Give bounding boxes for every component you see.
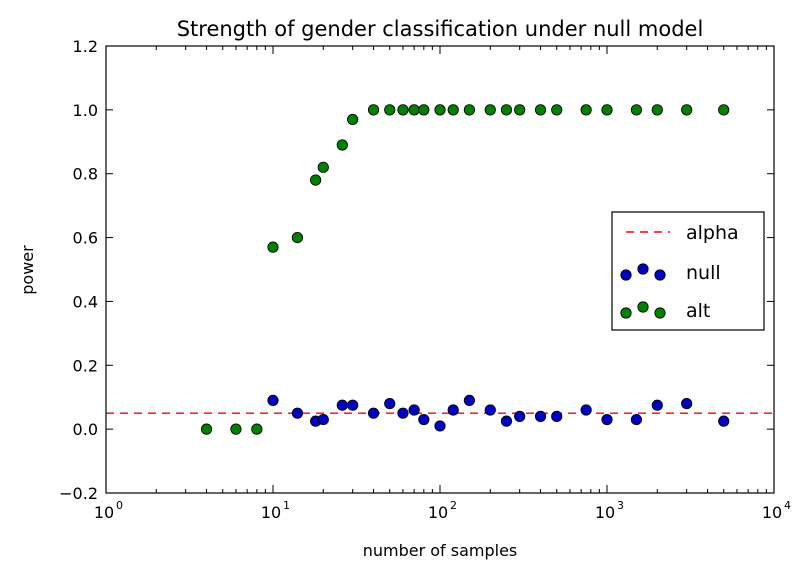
alt-point [580, 104, 592, 116]
y-tick-label: 1.0 [73, 101, 98, 120]
null-point [418, 413, 430, 426]
alt-point [630, 104, 643, 116]
x-tick-exponent: 1 [283, 499, 290, 512]
legend-marker-null [637, 263, 649, 275]
y-tick-label: 0.8 [73, 165, 98, 184]
alt-point [651, 104, 663, 116]
legend-marker-null [654, 269, 666, 281]
null-point [317, 413, 329, 426]
legend: alpha null alt [611, 211, 765, 331]
alt-point [317, 161, 329, 173]
data-points-layer [200, 104, 730, 435]
legend-marker-alt [637, 301, 649, 313]
legend-box [611, 211, 765, 331]
null-point [384, 397, 396, 410]
null-point [434, 420, 446, 432]
null-point [408, 404, 420, 416]
x-tick-label: 10 [595, 503, 615, 522]
null-point [601, 413, 613, 426]
null-point [291, 407, 304, 419]
alt-point [397, 104, 409, 116]
null-point [534, 410, 547, 422]
alt-point [230, 423, 242, 435]
alt-point [408, 104, 420, 116]
alt-point [310, 174, 322, 186]
null-point [500, 415, 513, 427]
alt-point [534, 104, 547, 116]
alt-point [418, 104, 430, 116]
x-tick-label: 10 [762, 503, 782, 522]
alt-point [601, 104, 613, 116]
alt-point [200, 423, 213, 435]
null-point [336, 399, 348, 411]
x-tick-exponent: 0 [116, 499, 123, 512]
null-point [718, 415, 730, 427]
legend-label-alpha: alpha [686, 222, 739, 244]
y-axis-label: power [18, 245, 37, 295]
null-point [551, 410, 563, 422]
legend-marker-alt [654, 307, 666, 319]
null-point [463, 394, 476, 407]
null-point [397, 407, 409, 419]
null-point [447, 404, 459, 416]
legend-marker-alt [620, 307, 632, 319]
y-tick-label: −0.2 [59, 484, 98, 503]
y-tick-label: 0.2 [73, 356, 98, 375]
alt-point [267, 241, 279, 253]
alt-point [347, 113, 359, 126]
legend-label-null: null [686, 262, 721, 284]
x-tick-label: 10 [94, 503, 114, 522]
null-point [484, 404, 496, 416]
y-tick-label: 0.4 [73, 292, 98, 311]
alt-point [251, 423, 263, 435]
axis-ticks: −0.20.00.20.40.60.81.01.210 0 10 1 10 2 10 3 10 4 [59, 37, 791, 522]
y-tick-label: 0.6 [73, 229, 98, 248]
x-tick-exponent: 4 [784, 499, 791, 512]
x-tick-label: 10 [261, 503, 281, 522]
x-tick-label: 10 [428, 503, 448, 522]
null-point [347, 399, 359, 411]
alt-point [551, 104, 563, 116]
alt-point [291, 231, 304, 244]
alt-point [367, 104, 380, 116]
legend-label-alt: alt [686, 300, 710, 322]
alt-point [336, 139, 348, 151]
chart-title: Strength of gender classification under … [177, 17, 704, 41]
alt-point [500, 104, 513, 116]
null-point [580, 404, 592, 416]
null-point [367, 407, 380, 419]
alt-point [434, 104, 446, 116]
legend-marker-null [620, 269, 632, 281]
null-point [651, 399, 663, 411]
alt-point [484, 104, 496, 116]
x-tick-exponent: 2 [450, 499, 457, 512]
x-tick-exponent: 3 [617, 499, 624, 512]
null-point [267, 394, 279, 407]
y-tick-label: 0.0 [73, 420, 98, 439]
null-point [681, 397, 693, 410]
x-axis-label: number of samples [363, 541, 518, 560]
null-point [514, 410, 526, 422]
alt-point [514, 104, 526, 116]
alt-point [718, 104, 730, 116]
null-point [630, 413, 643, 426]
y-tick-label: 1.2 [73, 37, 98, 56]
alt-point [463, 104, 476, 116]
alt-point [447, 104, 459, 116]
alt-point [384, 104, 396, 116]
alt-point [681, 104, 693, 116]
